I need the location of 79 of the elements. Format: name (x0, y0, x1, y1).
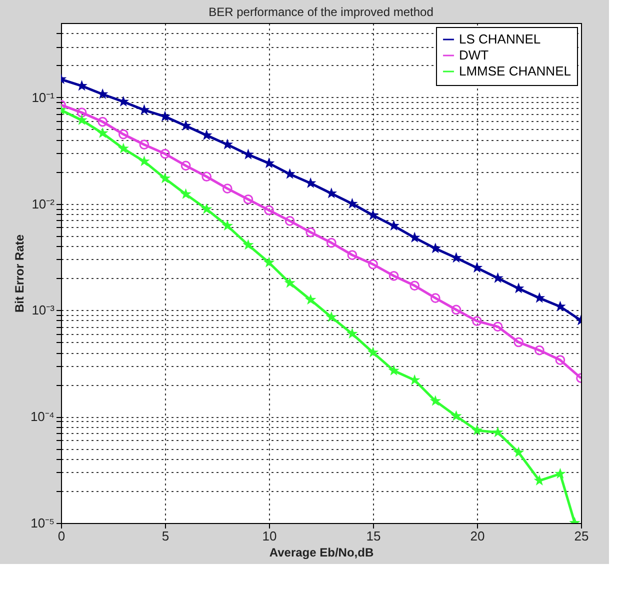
point (450, 410, 462, 421)
point (284, 168, 296, 179)
point (554, 468, 566, 479)
point (76, 108, 87, 118)
y-axis-title: Bit Error Rate (12, 234, 26, 313)
point (492, 272, 504, 283)
y-tick-label: 10⁻³ (32, 302, 56, 318)
legend-label: LMMSE CHANNEL (459, 64, 571, 78)
point (180, 120, 192, 131)
point (388, 220, 400, 231)
point (450, 252, 462, 263)
point (492, 322, 503, 332)
point (98, 116, 108, 127)
point (160, 148, 170, 159)
point (200, 203, 212, 214)
point (471, 262, 483, 273)
x-tick-label: 10 (262, 528, 277, 544)
legend-label: DWT (459, 48, 489, 62)
point (139, 140, 150, 150)
point (284, 216, 295, 226)
point (326, 188, 338, 198)
point (512, 446, 524, 458)
point (346, 198, 358, 209)
point (471, 424, 483, 436)
point (118, 129, 128, 140)
x-tick-label: 5 (162, 528, 170, 544)
x-tick-label: 25 (574, 528, 589, 544)
point (264, 205, 274, 216)
point (512, 282, 524, 294)
point (200, 129, 212, 140)
point (555, 355, 566, 365)
point (326, 238, 336, 248)
y-tick-label: 10⁻⁵ (30, 516, 54, 530)
y-tick-label: 10⁻² (32, 196, 56, 212)
point (368, 259, 378, 270)
point (222, 184, 232, 194)
point (180, 188, 192, 200)
x-tick-label: 15 (366, 528, 381, 544)
point (306, 227, 316, 238)
point (180, 160, 191, 171)
point (138, 104, 150, 115)
point (96, 127, 108, 138)
point (367, 346, 379, 358)
point (263, 256, 275, 268)
point (430, 293, 440, 303)
point (118, 142, 130, 154)
point (284, 277, 296, 288)
point (388, 364, 400, 376)
point (534, 345, 544, 356)
point (159, 172, 171, 184)
point (326, 311, 338, 322)
point (388, 270, 399, 281)
point (430, 395, 442, 406)
point (346, 328, 358, 339)
y-tick-label: 10⁻⁴ (30, 409, 54, 424)
point (304, 294, 316, 305)
point (242, 239, 254, 250)
point (554, 300, 566, 312)
x-axis-title: Average Eb/No,dB (269, 546, 374, 560)
point (492, 426, 504, 438)
point (430, 242, 442, 254)
point (347, 250, 358, 260)
point (76, 114, 88, 126)
point (367, 209, 379, 220)
legend-label: LS CHANNEL (459, 32, 541, 46)
x-tick-label: 0 (58, 528, 66, 544)
point (202, 172, 212, 182)
point (451, 304, 462, 315)
point (138, 156, 150, 166)
point (243, 194, 254, 204)
point (472, 316, 482, 326)
chart-title: BER performance of the improved method (208, 5, 434, 19)
point (242, 148, 254, 160)
x-tick-label: 20 (470, 528, 485, 544)
point (408, 232, 420, 242)
point (514, 337, 524, 348)
y-tick-label: 10⁻¹ (32, 90, 56, 105)
point (222, 220, 234, 231)
point (410, 280, 420, 291)
